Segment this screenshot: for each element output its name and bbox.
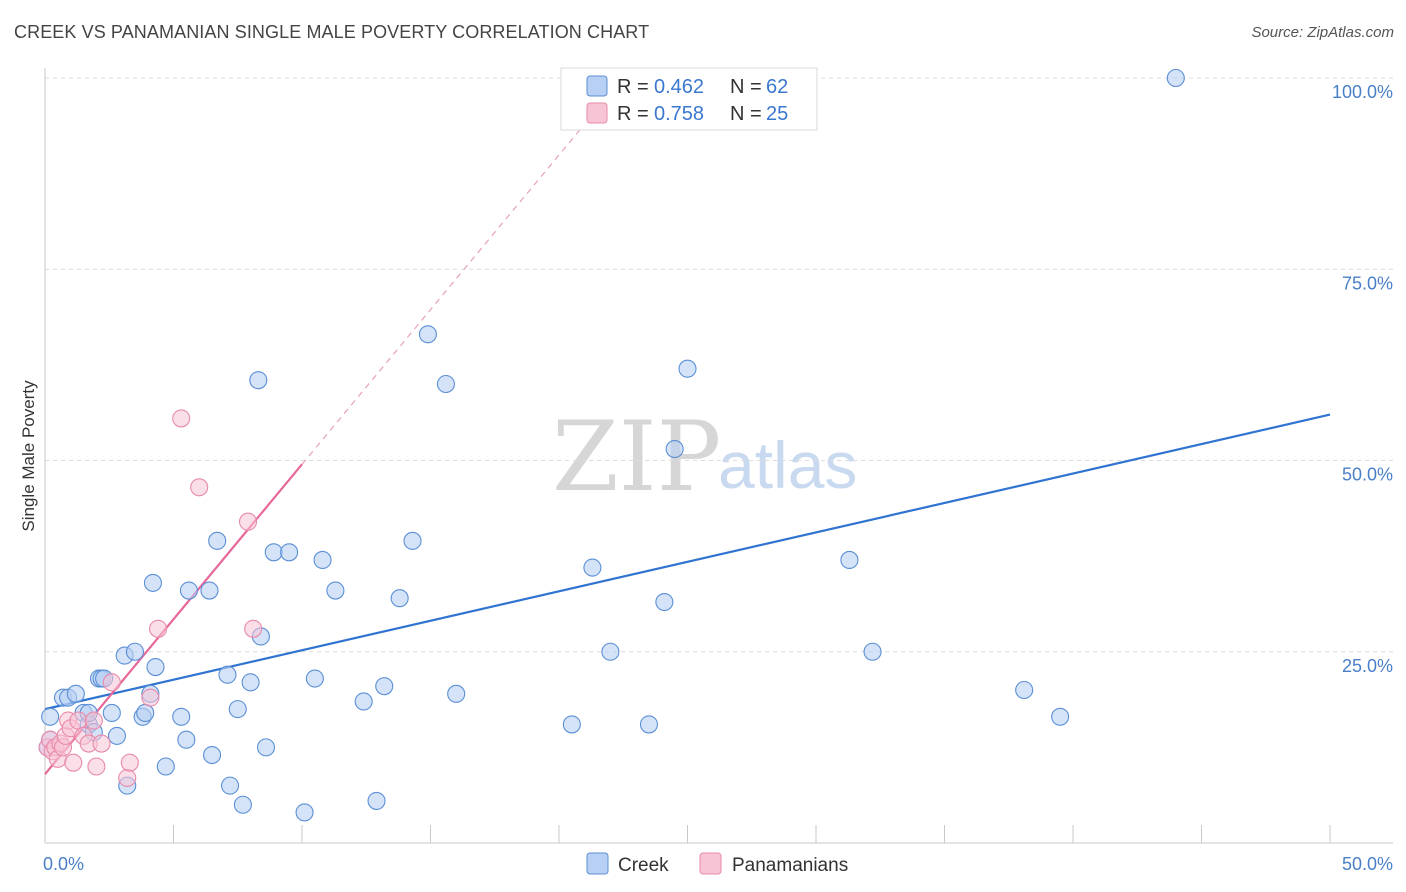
creek-point — [41, 707, 60, 726]
creek-point — [66, 684, 85, 703]
panamanians-point — [102, 673, 121, 692]
y-tick-label: 25.0% — [1342, 656, 1393, 676]
panamanians-point — [69, 711, 88, 730]
y-axis-tick-labels: 25.0% 50.0% 75.0% 100.0% — [1332, 82, 1393, 676]
legend-r-value: 0.462 — [654, 76, 704, 98]
creek-point — [326, 581, 345, 600]
legend-r-label: R = — [617, 76, 649, 98]
legend-n-label: N = — [730, 76, 762, 98]
series-legend: Creek Panamanians — [586, 852, 848, 876]
creek-point — [203, 745, 222, 765]
creek-trend-line — [44, 413, 1331, 711]
panamanians-point — [172, 409, 191, 428]
y-axis-label: Single Male Poverty — [19, 380, 38, 532]
creek-point — [354, 692, 373, 711]
creek-point — [107, 726, 127, 745]
panamanians-point — [64, 753, 83, 772]
stats-legend: R = 0.462 N = 62 R = 0.758 N = 25 — [560, 67, 818, 131]
data-points — [38, 68, 1185, 822]
panamanians-point — [92, 734, 111, 753]
creek-point — [233, 795, 252, 814]
legend-swatch-creek — [586, 75, 608, 97]
creek-point — [375, 677, 394, 696]
creek-point — [136, 703, 155, 723]
creek-point — [863, 642, 882, 661]
panamanians-point — [84, 711, 103, 730]
legend-n-value: 25 — [766, 103, 788, 125]
creek-point — [665, 439, 684, 459]
creek-point — [264, 543, 283, 562]
panamanians-point — [238, 512, 258, 531]
legend-r-value: 0.758 — [654, 103, 704, 125]
panamanians-trend-extension — [301, 108, 599, 465]
creek-point — [208, 531, 227, 550]
panamanians-point — [141, 688, 160, 707]
creek-point — [390, 589, 409, 608]
panamanians-point — [244, 619, 263, 638]
watermark: ZIP atlas — [552, 401, 857, 513]
creek-point — [583, 558, 602, 577]
creek-point — [143, 573, 162, 592]
creek-point — [1015, 680, 1034, 700]
creek-point — [313, 550, 332, 570]
creek-point — [249, 371, 268, 390]
creek-point — [447, 684, 466, 703]
bottom-legend-creek: Creek — [618, 855, 669, 876]
y-tick-label: 50.0% — [1342, 465, 1393, 485]
creek-point — [601, 642, 620, 661]
creek-point — [156, 757, 175, 776]
creek-point — [146, 657, 165, 677]
creek-point — [639, 715, 659, 734]
creek-point — [418, 325, 437, 344]
creek-point — [840, 550, 859, 570]
creek-point — [179, 581, 198, 600]
creek-point — [655, 592, 674, 612]
creek-point — [562, 715, 581, 734]
x-axis-ticks — [44, 825, 1331, 843]
creek-point — [177, 730, 196, 749]
legend-n-value: 62 — [766, 76, 788, 98]
creek-point — [241, 673, 260, 692]
creek-point — [678, 359, 697, 378]
chart-title: CREEK VS PANAMANIAN SINGLE MALE POVERTY … — [14, 22, 650, 42]
creek-point — [102, 703, 121, 723]
creek-point — [172, 707, 191, 726]
creek-point — [305, 669, 324, 688]
watermark-atlas: atlas — [718, 428, 857, 502]
creek-point — [280, 543, 299, 562]
panamanians-point — [118, 768, 137, 788]
creek-point — [220, 776, 240, 795]
creek-point — [125, 642, 144, 661]
y-tick-label: 75.0% — [1342, 273, 1393, 293]
creek-point — [436, 374, 455, 394]
bottom-legend-swatch-panamanians — [699, 852, 722, 875]
creek-point — [295, 803, 314, 822]
panamanians-point — [87, 757, 106, 776]
legend-n-label: N = — [730, 103, 762, 125]
panamanians-point — [149, 619, 168, 638]
creek-point — [218, 665, 237, 684]
panamanians-point — [120, 753, 139, 772]
creek-point — [256, 738, 276, 757]
watermark-zip: ZIP — [552, 401, 721, 513]
creek-point — [367, 791, 386, 810]
x-tick-label-min: 0.0% — [43, 854, 84, 874]
creek-point — [1051, 707, 1070, 726]
bottom-legend-panamanians: Panamanians — [732, 855, 848, 876]
bottom-legend-swatch-creek — [586, 852, 609, 875]
creek-point — [228, 700, 247, 719]
panamanians-point — [190, 478, 209, 497]
creek-point — [1166, 68, 1185, 88]
source-credit: Source: ZipAtlas.com — [1251, 24, 1394, 41]
grid-lines — [45, 77, 1393, 653]
y-tick-label: 100.0% — [1332, 82, 1393, 102]
legend-r-label: R = — [617, 103, 649, 125]
creek-point — [200, 581, 219, 600]
x-tick-label-max: 50.0% — [1342, 854, 1393, 874]
legend-swatch-panamanians — [586, 102, 608, 124]
creek-point — [403, 531, 422, 550]
